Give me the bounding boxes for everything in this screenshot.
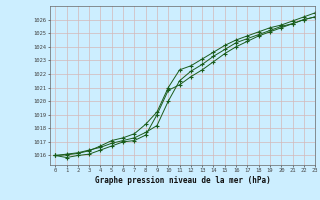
X-axis label: Graphe pression niveau de la mer (hPa): Graphe pression niveau de la mer (hPa) bbox=[94, 176, 270, 185]
